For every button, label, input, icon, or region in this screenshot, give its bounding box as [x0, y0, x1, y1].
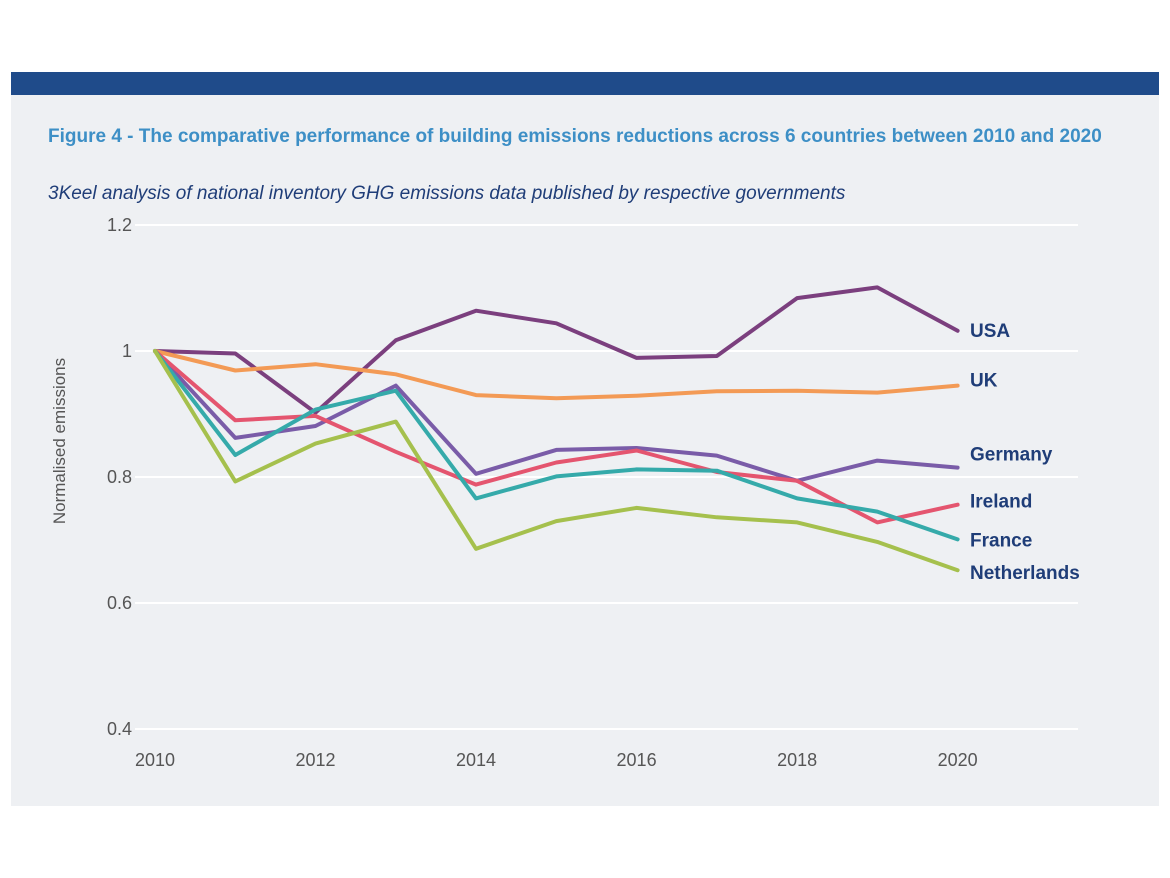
series-label-ireland: Ireland — [970, 492, 1032, 513]
series-labels: USA UK Germany Ireland France Netherlands — [970, 321, 1080, 584]
series-lines — [153, 285, 960, 573]
x-tick-label: 2020 — [938, 750, 978, 770]
series-label-uk: UK — [970, 371, 998, 392]
y-tick-label: 0.4 — [107, 719, 132, 739]
x-axis-ticks: 2010 2012 2014 2016 2018 2020 — [135, 750, 978, 770]
figure-panel: Figure 4 - The comparative performance o… — [11, 72, 1159, 806]
series-line-uk — [153, 349, 960, 401]
x-tick-label: 2014 — [456, 750, 496, 770]
y-tick-label: 0.8 — [107, 467, 132, 487]
series-line-germany — [153, 349, 960, 483]
header-bar — [11, 72, 1159, 95]
x-tick-label: 2012 — [295, 750, 335, 770]
series-label-usa: USA — [970, 321, 1010, 342]
series-label-netherlands: Netherlands — [970, 563, 1080, 584]
x-tick-label: 2010 — [135, 750, 175, 770]
grid-lines — [135, 224, 1078, 730]
series-label-germany: Germany — [970, 445, 1053, 466]
series-line-france — [153, 349, 960, 542]
chart-title: Figure 4 - The comparative performance o… — [48, 126, 1102, 147]
series-line-ireland — [153, 349, 960, 525]
x-tick-label: 2016 — [617, 750, 657, 770]
y-axis-ticks: 0.4 0.6 0.8 1 1.2 — [107, 215, 132, 739]
chart-subtitle: 3Keel analysis of national inventory GHG… — [48, 183, 846, 204]
series-line-netherlands — [153, 349, 960, 573]
y-axis-title: Normalised emissions — [50, 358, 69, 524]
series-line-usa — [153, 285, 960, 415]
y-tick-label: 0.6 — [107, 593, 132, 613]
y-tick-label: 1 — [122, 341, 132, 361]
x-tick-label: 2018 — [777, 750, 817, 770]
series-label-france: France — [970, 530, 1032, 551]
y-tick-label: 1.2 — [107, 215, 132, 235]
